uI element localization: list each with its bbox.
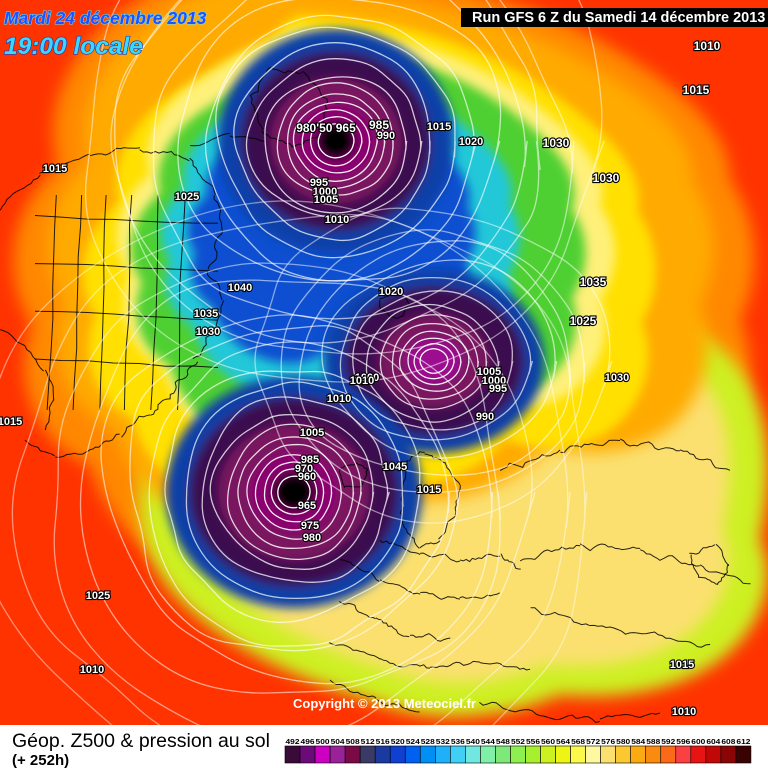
svg-text:965: 965 [298,500,316,512]
svg-text:(+ 252h): (+ 252h) [12,752,69,768]
svg-text:1005: 1005 [300,427,324,439]
svg-text:995: 995 [489,383,507,395]
svg-text:1040: 1040 [228,282,252,294]
svg-text:576: 576 [601,737,615,746]
svg-text:1030: 1030 [605,372,629,384]
svg-text:528: 528 [421,737,435,746]
svg-text:1015: 1015 [417,484,441,496]
svg-text:568: 568 [571,737,585,746]
svg-text:1020: 1020 [379,286,403,298]
svg-text:Mardi 24 décembre 2013: Mardi 24 décembre 2013 [4,8,207,28]
svg-text:1020: 1020 [459,136,483,148]
svg-text:512: 512 [361,737,375,746]
svg-text:504: 504 [331,737,346,746]
svg-text:1015: 1015 [670,659,694,671]
svg-text:516: 516 [376,737,390,746]
svg-text:1045: 1045 [383,461,407,473]
svg-text:980: 980 [303,532,321,544]
svg-text:1025: 1025 [570,314,597,328]
svg-text:1025: 1025 [86,590,110,602]
svg-text:548: 548 [496,737,510,746]
svg-text:560: 560 [541,737,555,746]
svg-text:1030: 1030 [543,136,570,150]
svg-text:552: 552 [511,737,525,746]
svg-text:532: 532 [436,737,450,746]
svg-text:536: 536 [451,737,465,746]
svg-text:1015: 1015 [427,121,451,133]
svg-text:500: 500 [316,737,330,746]
svg-text:1010: 1010 [350,375,374,387]
svg-text:572: 572 [586,737,600,746]
svg-text:Copyright © 2013 Meteociel.fr: Copyright © 2013 Meteociel.fr [293,696,476,711]
svg-text:Géop. Z500 & pression au sol: Géop. Z500 & pression au sol [12,730,270,752]
svg-text:1005: 1005 [314,194,338,206]
svg-text:Run GFS 6 Z du Samedi 14 décem: Run GFS 6 Z du Samedi 14 décembre 2013 [472,10,765,26]
svg-text:1035: 1035 [194,308,218,320]
svg-text:520: 520 [391,737,405,746]
svg-text:1010: 1010 [80,664,104,676]
svg-text:1015: 1015 [683,83,710,97]
svg-text:492: 492 [286,737,300,746]
svg-text:496: 496 [301,737,315,746]
svg-text:19:00 locale: 19:00 locale [4,33,143,60]
svg-text:975: 975 [301,520,319,532]
svg-text:524: 524 [406,737,421,746]
svg-text:544: 544 [481,737,496,746]
svg-text:1010: 1010 [327,393,351,405]
svg-text:1030: 1030 [196,326,220,338]
svg-text:564: 564 [556,737,571,746]
svg-text:592: 592 [661,737,675,746]
svg-text:608: 608 [721,737,735,746]
svg-text:960: 960 [298,471,316,483]
svg-text:596: 596 [676,737,690,746]
svg-text:580: 580 [616,737,630,746]
svg-text:584: 584 [631,737,646,746]
svg-text:508: 508 [346,737,360,746]
svg-text:1025: 1025 [175,191,199,203]
svg-text:990: 990 [377,130,395,142]
svg-text:600: 600 [691,737,705,746]
svg-text:1030: 1030 [593,171,620,185]
svg-text:540: 540 [466,737,480,746]
svg-text:980'50 965: 980'50 965 [296,121,356,135]
svg-text:1010: 1010 [672,706,696,718]
svg-text:990: 990 [476,411,494,423]
svg-text:1010: 1010 [325,214,349,226]
svg-text:604: 604 [706,737,721,746]
svg-text:1015: 1015 [0,416,22,428]
svg-text:556: 556 [526,737,540,746]
svg-text:1015: 1015 [43,163,67,175]
svg-text:588: 588 [646,737,660,746]
svg-text:1035: 1035 [580,275,607,289]
svg-text:612: 612 [736,737,750,746]
svg-text:1010: 1010 [694,39,721,53]
